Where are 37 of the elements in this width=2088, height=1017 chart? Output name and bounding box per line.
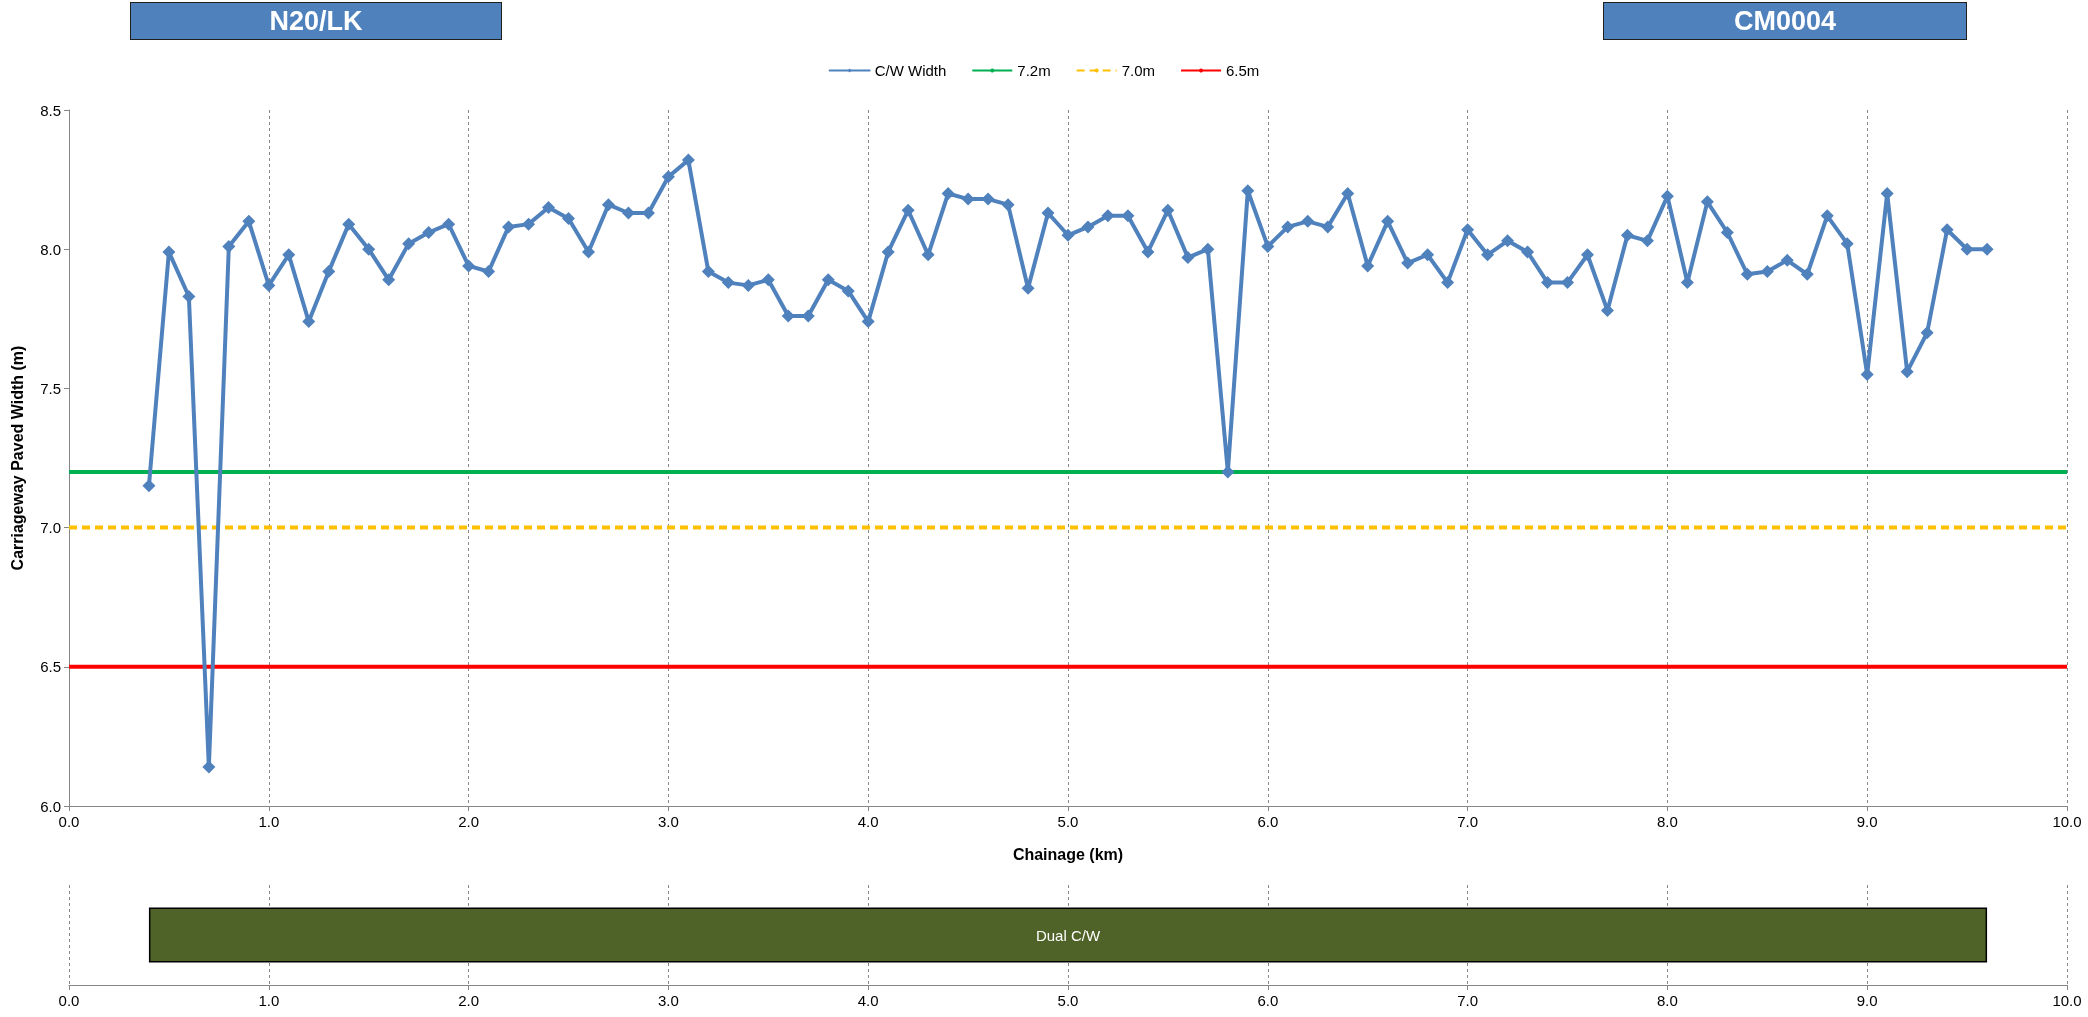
x-tick-label: 3.0 — [657, 813, 679, 830]
legend-label: 7.0m — [1121, 62, 1156, 79]
x-tick-label: 2.0 — [458, 813, 480, 830]
legend-label: 6.5m — [1226, 62, 1260, 79]
x-tick-label: 1.0 — [258, 813, 280, 830]
x-tick-label: 9.0 — [1856, 992, 1878, 1009]
x-tick-label: 3.0 — [657, 992, 679, 1009]
x-tick-label: 7.0 — [1457, 813, 1479, 830]
x-tick-label: 0.0 — [58, 992, 80, 1009]
x-tick-label: 4.0 — [857, 992, 879, 1009]
x-tick-label: 8.0 — [1656, 813, 1678, 830]
y-tick-label: 7.0 — [40, 519, 61, 537]
x-tick-label: 6.0 — [1257, 813, 1279, 830]
y-tick-label: 8.0 — [40, 240, 61, 258]
y-tick-label: 6.0 — [40, 797, 61, 815]
x-tick-label: 7.0 — [1457, 992, 1479, 1009]
x-tick-label: 5.0 — [1057, 813, 1079, 830]
x-tick-label: 0.0 — [58, 813, 80, 830]
y-axis-title: Carriageway Paved Width (m) — [8, 345, 26, 571]
x-tick-label: 10.0 — [2052, 992, 2082, 1009]
x-axis-title: Chainage (km) — [1012, 845, 1124, 863]
y-tick-label: 8.5 — [40, 101, 61, 119]
x-tick-label: 10.0 — [2052, 813, 2082, 830]
x-tick-label: 6.0 — [1257, 992, 1279, 1009]
x-tick-label: 8.0 — [1656, 992, 1678, 1009]
x-tick-label: 4.0 — [857, 813, 879, 830]
data-label: Dual C/W — [1035, 926, 1101, 944]
text: CM0004 — [1603, 2, 1967, 40]
x-tick-label: 9.0 — [1856, 813, 1878, 830]
legend-label: C/W Width — [874, 62, 947, 79]
legend-label: 7.2m — [1017, 62, 1051, 79]
y-tick-label: 7.5 — [40, 379, 61, 397]
text: N20/LK — [130, 2, 502, 40]
x-tick-label: 1.0 — [258, 992, 280, 1009]
y-tick-label: 6.5 — [40, 658, 61, 676]
x-tick-label: 5.0 — [1057, 992, 1079, 1009]
x-tick-label: 2.0 — [458, 992, 480, 1009]
